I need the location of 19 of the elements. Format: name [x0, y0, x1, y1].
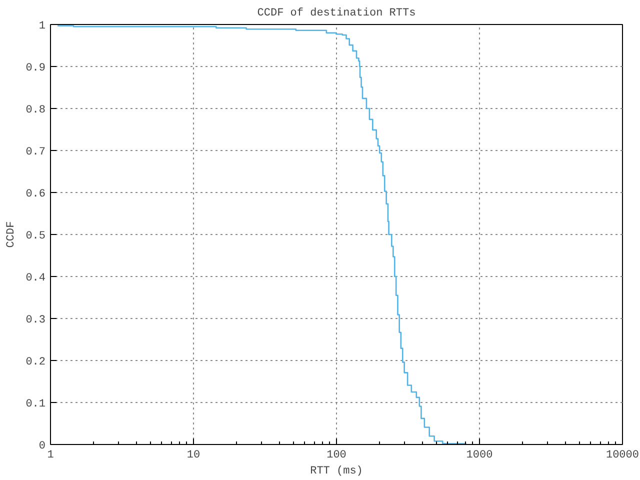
x-tick-label: 10 — [186, 450, 200, 462]
x-tick-label: 1 — [47, 450, 54, 462]
y-tick-label: 0.7 — [26, 146, 46, 158]
y-tick-label: 0.4 — [26, 272, 46, 284]
chart-title: CCDF of destination RTTs — [257, 8, 416, 20]
y-tick-label: 0.3 — [26, 314, 46, 326]
x-tick-label: 1000 — [466, 450, 493, 462]
y-tick-label: 0.9 — [26, 62, 46, 74]
y-tick-label: 0.5 — [26, 230, 46, 242]
y-tick-label: 0 — [38, 440, 46, 452]
y-tick-label: 0.1 — [26, 398, 46, 410]
x-tick-label: 100 — [326, 450, 346, 462]
y-axis-title: CCDF — [6, 221, 18, 248]
x-tick-label: 10000 — [606, 450, 640, 462]
x-axis-title: RTT (ms) — [310, 466, 363, 478]
y-tick-label: 1 — [38, 20, 46, 32]
y-tick-label: 0.8 — [26, 104, 46, 116]
y-tick-label: 0.6 — [26, 188, 46, 200]
y-tick-label: 0.2 — [26, 356, 46, 368]
